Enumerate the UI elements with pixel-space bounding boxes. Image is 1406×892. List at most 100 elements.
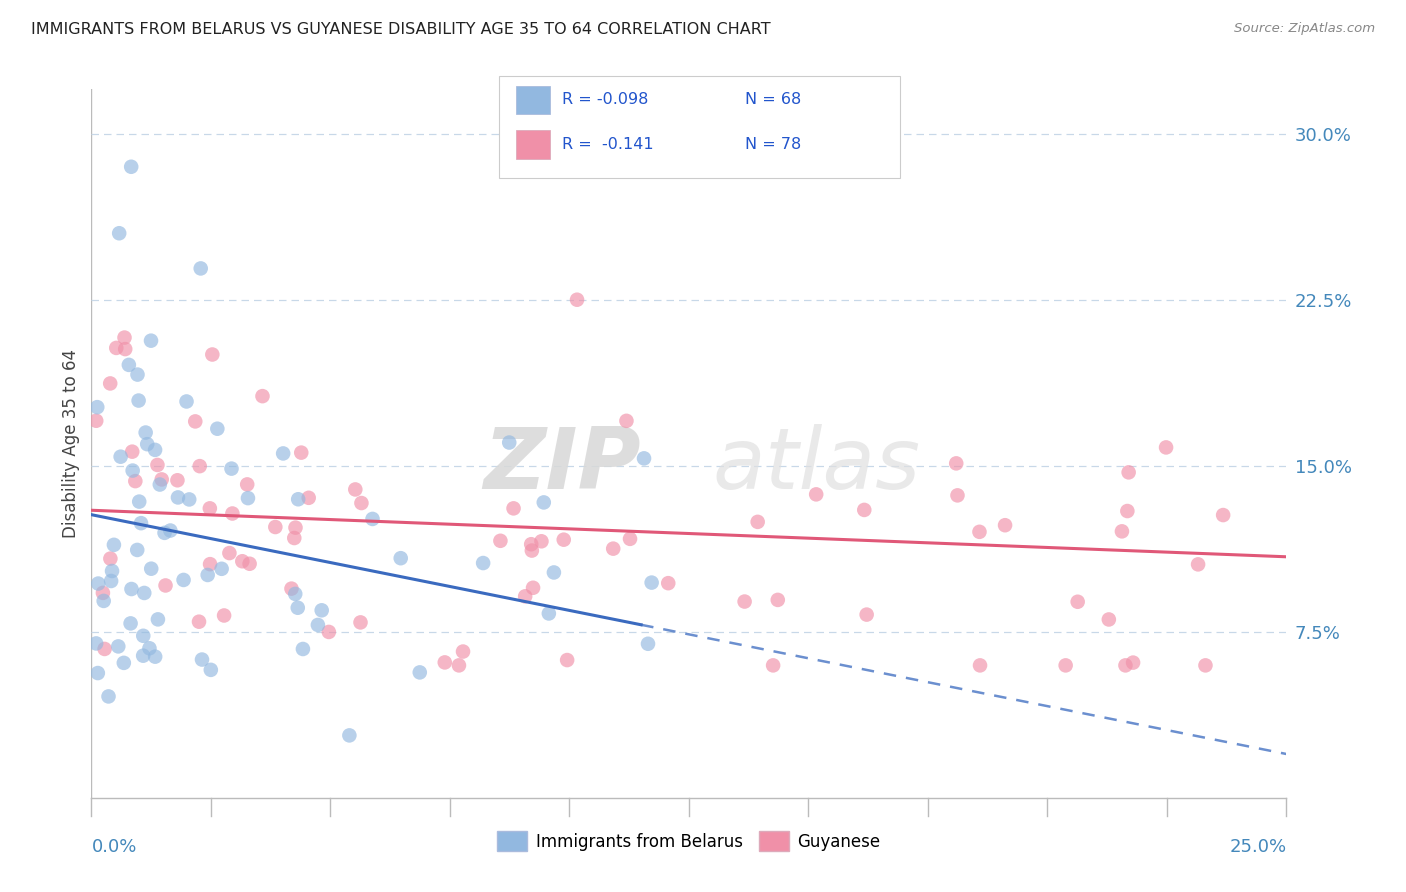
Point — [409, 665, 432, 680]
Point — [239, 557, 262, 571]
Point — [287, 492, 309, 507]
Point — [1212, 508, 1234, 522]
Point — [143, 649, 166, 664]
Point — [167, 491, 190, 505]
Point — [1098, 612, 1121, 626]
Point — [118, 358, 141, 372]
Point — [86, 400, 108, 414]
Point — [114, 342, 136, 356]
Point — [1118, 466, 1140, 480]
Point — [139, 334, 162, 348]
Point — [84, 636, 107, 650]
Point — [1154, 441, 1177, 455]
Point — [98, 376, 121, 391]
Point — [155, 578, 177, 592]
Point — [107, 640, 129, 654]
Point — [146, 458, 169, 472]
Point — [762, 658, 785, 673]
Point — [489, 533, 512, 548]
Point — [633, 451, 655, 466]
Point — [121, 444, 143, 458]
Point — [520, 537, 543, 551]
Point — [128, 494, 150, 508]
Point — [120, 616, 142, 631]
Point — [146, 612, 169, 626]
Point — [543, 566, 565, 580]
Point — [498, 435, 520, 450]
Point — [121, 464, 143, 478]
Text: 25.0%: 25.0% — [1229, 838, 1286, 856]
Point — [231, 554, 253, 568]
Point — [1054, 658, 1077, 673]
Point — [994, 518, 1017, 533]
Point — [766, 593, 789, 607]
Point — [555, 653, 578, 667]
Point — [1116, 504, 1139, 518]
Point — [179, 492, 201, 507]
Y-axis label: Disability Age 35 to 64: Disability Age 35 to 64 — [62, 350, 80, 538]
Point — [121, 582, 143, 596]
Point — [114, 330, 136, 344]
Point — [135, 425, 157, 440]
Text: 0.0%: 0.0% — [91, 838, 136, 856]
Point — [291, 642, 314, 657]
Point — [188, 615, 211, 629]
Point — [105, 341, 128, 355]
Text: N = 68: N = 68 — [745, 93, 801, 107]
Point — [389, 551, 412, 566]
Point — [93, 594, 115, 608]
Point — [129, 516, 152, 530]
Point — [969, 524, 991, 539]
Point — [91, 586, 114, 600]
Point — [201, 347, 224, 361]
Point — [198, 557, 221, 571]
Point — [100, 551, 122, 566]
Point — [307, 618, 329, 632]
Point — [136, 437, 159, 451]
Point — [1111, 524, 1133, 539]
Point — [149, 477, 172, 491]
Point — [284, 587, 307, 601]
Point — [207, 422, 229, 436]
Point — [221, 461, 243, 475]
Text: atlas: atlas — [713, 424, 921, 507]
Point — [197, 568, 219, 582]
Point — [264, 520, 287, 534]
Point — [451, 644, 474, 658]
Point — [616, 414, 638, 428]
Point — [433, 656, 456, 670]
Point — [318, 624, 340, 639]
Point — [127, 543, 149, 558]
Point — [1114, 658, 1136, 673]
Point — [287, 600, 309, 615]
Point — [138, 641, 160, 656]
Point — [173, 573, 195, 587]
Point — [108, 226, 131, 240]
Point — [212, 608, 235, 623]
Point — [252, 389, 274, 403]
Point — [522, 581, 544, 595]
Point — [747, 515, 769, 529]
Point — [350, 496, 373, 510]
Point — [1066, 595, 1088, 609]
Point — [191, 652, 214, 666]
Point — [280, 582, 302, 596]
Point — [218, 546, 240, 560]
Point — [565, 293, 588, 307]
Point — [553, 533, 575, 547]
Point — [619, 532, 641, 546]
Point — [141, 562, 163, 576]
Point — [946, 488, 969, 502]
Point — [337, 728, 360, 742]
Point — [93, 642, 115, 657]
Point — [520, 543, 543, 558]
Point — [153, 525, 176, 540]
Point — [200, 663, 222, 677]
Point — [87, 576, 110, 591]
Point — [530, 534, 553, 549]
Point — [502, 501, 524, 516]
Point — [945, 456, 967, 470]
Point — [128, 393, 150, 408]
Point — [120, 160, 142, 174]
Point — [271, 446, 294, 460]
